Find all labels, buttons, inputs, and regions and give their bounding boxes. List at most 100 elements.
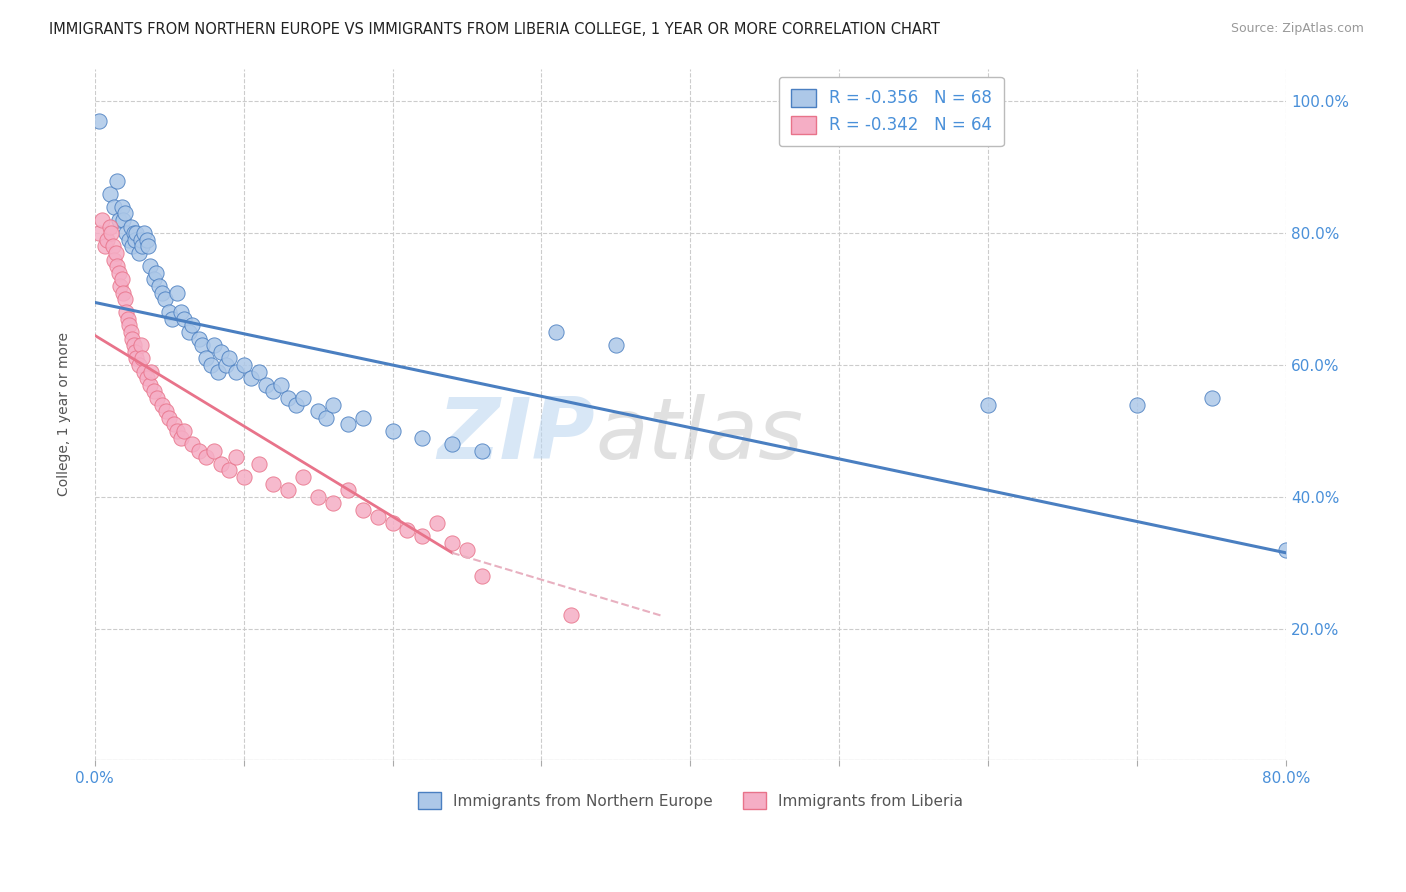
Point [110,200,132,214]
Point [1126,398,1149,412]
Point [200,358,222,372]
Point [132,365,155,379]
Point [560,608,582,623]
Point [114,292,136,306]
Point [411,430,433,444]
Point [188,332,211,346]
Point [135,371,157,385]
Point [107,213,129,227]
Point [170,305,193,319]
Point [352,410,374,425]
Point [218,463,240,477]
Point [153,292,176,306]
Point [202,443,225,458]
Point [270,377,292,392]
Point [166,424,188,438]
Point [546,325,568,339]
Point [89,114,111,128]
Point [254,377,277,392]
Point [215,358,238,372]
Point [117,312,139,326]
Point [381,516,404,531]
Point [139,377,162,392]
Point [118,318,141,333]
Point [352,503,374,517]
Point [247,365,270,379]
Point [125,226,148,240]
Point [96,233,118,247]
Point [105,173,128,187]
Point [160,312,183,326]
Point [284,398,307,412]
Point [125,351,148,366]
Point [121,239,143,253]
Point [122,226,145,240]
Text: atlas: atlas [595,393,803,476]
Point [315,410,337,425]
Point [209,457,232,471]
Point [209,344,232,359]
Point [128,358,150,372]
Point [322,398,344,412]
Point [367,509,389,524]
Point [262,476,284,491]
Point [101,239,124,253]
Point [131,351,153,366]
Point [112,213,135,227]
Point [122,338,145,352]
Point [381,424,404,438]
Point [322,496,344,510]
Point [170,430,193,444]
Point [120,325,142,339]
Point [115,305,138,319]
Point [157,305,180,319]
Text: IMMIGRANTS FROM NORTHERN EUROPE VS IMMIGRANTS FROM LIBERIA COLLEGE, 1 YEAR OR MO: IMMIGRANTS FROM NORTHERN EUROPE VS IMMIG… [49,22,941,37]
Point [471,569,494,583]
Point [138,239,160,253]
Point [143,272,166,286]
Point [277,391,299,405]
Point [108,279,131,293]
Point [277,483,299,498]
Point [118,233,141,247]
Point [157,410,180,425]
Point [218,351,240,366]
Point [307,490,329,504]
Point [225,365,247,379]
Point [150,398,173,412]
Point [155,404,177,418]
Point [124,344,146,359]
Point [177,325,200,339]
Point [207,365,229,379]
Point [115,226,138,240]
Point [605,338,627,352]
Point [307,404,329,418]
Point [146,391,169,405]
Point [121,332,143,346]
Point [225,450,247,465]
Point [103,200,125,214]
Point [977,398,1000,412]
Point [247,457,270,471]
Point [441,536,464,550]
Point [120,219,142,234]
Point [336,417,359,432]
Point [148,279,170,293]
Point [143,384,166,399]
Point [166,285,188,300]
Point [180,437,202,451]
Point [202,338,225,352]
Point [104,246,127,260]
Point [132,226,155,240]
Point [232,358,254,372]
Point [128,246,150,260]
Point [232,470,254,484]
Point [98,219,121,234]
Point [441,437,464,451]
Point [396,523,419,537]
Point [89,226,111,240]
Point [195,351,218,366]
Point [336,483,359,498]
Point [191,338,214,352]
Point [114,206,136,220]
